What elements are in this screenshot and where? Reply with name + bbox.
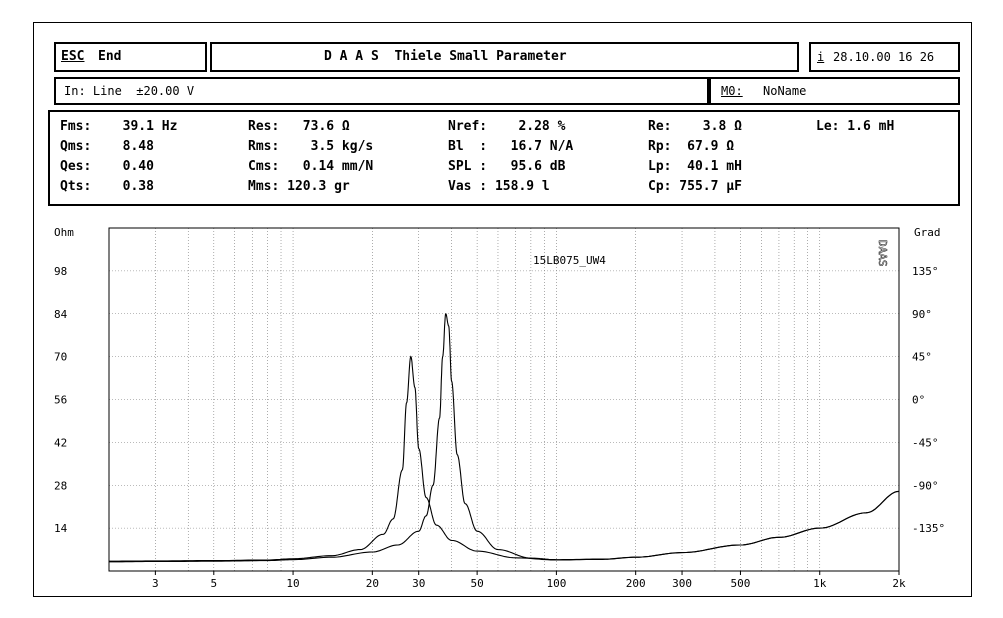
param-rp: Rp: 67.9 Ω [648, 139, 735, 154]
info-button[interactable]: i 28.10.00 16 26 [809, 42, 960, 72]
memory-name: NoName [763, 84, 807, 98]
y-right-tick-label: 135° [912, 265, 939, 278]
title-bar: D A A S Thiele Small Parameter [210, 42, 799, 72]
y-left-axis-label: Ohm [54, 226, 74, 239]
param-le: Le: 1.6 mH [816, 119, 895, 134]
param-cp: Cp: 755.7 µF [648, 179, 742, 194]
y-right-tick-label: 45° [912, 351, 932, 364]
y-right-tick-label: -135° [912, 522, 945, 535]
param-nref: Nref: 2.28 % [448, 119, 566, 134]
impedance-curve-1 [109, 355, 900, 562]
plot-border [108, 227, 900, 572]
param-bl: Bl : 16.7 N/A [448, 139, 574, 154]
esc-label: End [98, 49, 122, 64]
y-right-tick-label: -45° [912, 436, 939, 449]
esc-button[interactable]: ESC End [54, 42, 207, 72]
x-tick-label: 50 [470, 577, 483, 590]
param-spl: SPL : 95.6 dB [448, 159, 566, 174]
y-right-tick-label: 0° [912, 394, 925, 407]
param-lp: Lp: 40.1 mH [648, 159, 742, 174]
x-tick-label: 3 [152, 577, 159, 590]
curve-annotation: 15LB075_UW4 [533, 254, 606, 267]
info-key: i [817, 50, 825, 64]
daas-watermark: DAAS [876, 240, 889, 267]
param-rms: Rms: 3.5 kg/s [248, 139, 374, 154]
impedance-chart: Ohm Grad 3 5 10 20 30 50 100 200 300 500 1k 2k 98 84 7… [54, 226, 945, 590]
param-qes: Qes: 0.40 [60, 159, 154, 174]
y-right-axis-label: Grad [914, 226, 941, 239]
param-mms: Mms: 120.3 gr [248, 179, 350, 194]
y-left-tick-label: 70 [54, 351, 67, 364]
page-title: D A A S Thiele Small Parameter [324, 49, 567, 64]
x-tick-label: 500 [731, 577, 751, 590]
memory-key: M0: [721, 84, 743, 98]
param-res: Res: 73.6 Ω [248, 119, 350, 134]
x-tick-label: 100 [546, 577, 566, 590]
x-tick-label: 10 [286, 577, 299, 590]
input-label: In: Line ±20.00 V [64, 84, 195, 98]
datetime: 28.10.00 16 26 [833, 50, 935, 64]
x-tick-label: 300 [672, 577, 692, 590]
param-vas: Vas : 158.9 l [448, 179, 550, 194]
x-tick-label: 1k [813, 577, 827, 590]
x-tick-label: 20 [366, 577, 379, 590]
input-range: In: Line ±20.00 V [54, 77, 709, 105]
x-tick-label: 2k [892, 577, 906, 590]
y-left-tick-label: 98 [54, 265, 67, 278]
x-tick-label: 5 [210, 577, 217, 590]
memory-slot[interactable]: M0: NoName [709, 77, 960, 105]
param-re: Re: 3.8 Ω [648, 119, 742, 134]
y-left-tick-label: 14 [54, 522, 68, 535]
impedance-curve-2 [109, 313, 900, 563]
y-left-tick-label: 84 [54, 308, 68, 321]
y-right-tick-label: 90° [912, 308, 932, 321]
x-tick-label: 200 [626, 577, 646, 590]
y-left-tick-label: 56 [54, 394, 67, 407]
param-cms: Cms: 0.14 mm/N [248, 159, 374, 174]
y-left-tick-label: 28 [54, 479, 67, 492]
app-window: ESC End D A A S Thiele Small Parameter i… [33, 22, 972, 597]
x-tick-label: 30 [412, 577, 425, 590]
param-qms: Qms: 8.48 [60, 139, 154, 154]
esc-key: ESC [61, 49, 85, 64]
param-qts: Qts: 0.38 [60, 179, 154, 194]
param-fms: Fms: 39.1 Hz [60, 119, 178, 134]
y-right-tick-label: -90° [912, 479, 939, 492]
parameter-panel: Fms: 39.1 Hz Qms: 8.48 Qes: 0.40 Qts: 0.… [48, 110, 960, 206]
y-left-tick-label: 42 [54, 436, 67, 449]
